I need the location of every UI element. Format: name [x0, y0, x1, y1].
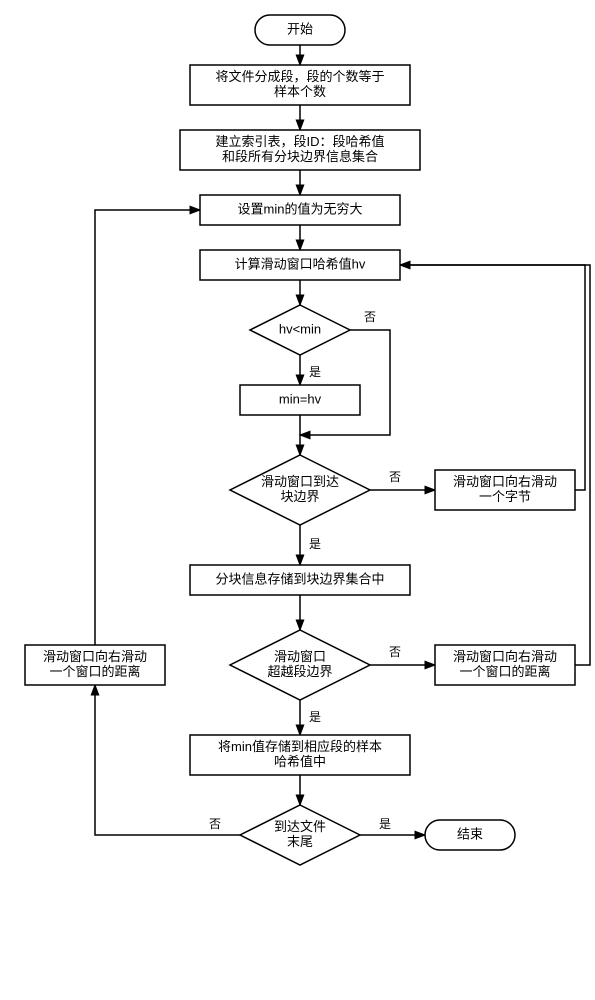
- svg-text:否: 否: [389, 470, 401, 484]
- svg-text:是: 是: [309, 365, 321, 379]
- svg-text:否: 否: [364, 310, 376, 324]
- svg-text:hv<min: hv<min: [279, 321, 321, 336]
- svg-text:将文件分成段，段的个数等于: 将文件分成段，段的个数等于: [215, 69, 384, 84]
- svg-text:一个窗口的距离: 一个窗口的距离: [459, 664, 550, 679]
- svg-text:滑动窗口向右滑动: 滑动窗口向右滑动: [453, 474, 557, 489]
- svg-text:开始: 开始: [287, 21, 313, 36]
- edge: [400, 265, 590, 665]
- svg-text:建立索引表，段ID：段哈希值: 建立索引表，段ID：段哈希值: [215, 134, 384, 149]
- svg-text:末尾: 末尾: [287, 834, 313, 849]
- svg-text:min=hv: min=hv: [279, 391, 322, 406]
- svg-text:和段所有分块边界信息集合: 和段所有分块边界信息集合: [222, 149, 378, 164]
- svg-text:是: 是: [379, 817, 391, 831]
- svg-text:滑动窗口向右滑动: 滑动窗口向右滑动: [43, 649, 147, 664]
- svg-text:滑动窗口: 滑动窗口: [274, 649, 326, 664]
- svg-text:否: 否: [209, 817, 221, 831]
- svg-text:到达文件: 到达文件: [274, 819, 326, 834]
- flowchart: 开始将文件分成段，段的个数等于样本个数建立索引表，段ID：段哈希值和段所有分块边…: [0, 0, 595, 1000]
- svg-text:块边界: 块边界: [280, 489, 319, 504]
- svg-text:滑动窗口向右滑动: 滑动窗口向右滑动: [453, 649, 557, 664]
- svg-text:否: 否: [389, 645, 401, 659]
- svg-text:一个窗口的距离: 一个窗口的距离: [49, 664, 140, 679]
- svg-text:结束: 结束: [457, 826, 483, 841]
- edge: [95, 210, 200, 645]
- svg-text:是: 是: [309, 537, 321, 551]
- svg-text:哈希值中: 哈希值中: [274, 754, 326, 769]
- svg-text:是: 是: [309, 710, 321, 724]
- svg-text:将min值存储到相应段的样本: 将min值存储到相应段的样本: [218, 739, 382, 754]
- svg-text:分块信息存储到块边界集合中: 分块信息存储到块边界集合中: [215, 571, 384, 586]
- svg-text:一个字节: 一个字节: [479, 489, 531, 504]
- svg-text:设置min的值为无穷大: 设置min的值为无穷大: [238, 201, 363, 216]
- svg-text:计算滑动窗口哈希值hv: 计算滑动窗口哈希值hv: [235, 256, 366, 271]
- svg-text:样本个数: 样本个数: [274, 84, 326, 99]
- svg-text:滑动窗口到达: 滑动窗口到达: [261, 474, 339, 489]
- edge: [400, 265, 585, 490]
- svg-text:超越段边界: 超越段边界: [267, 664, 332, 679]
